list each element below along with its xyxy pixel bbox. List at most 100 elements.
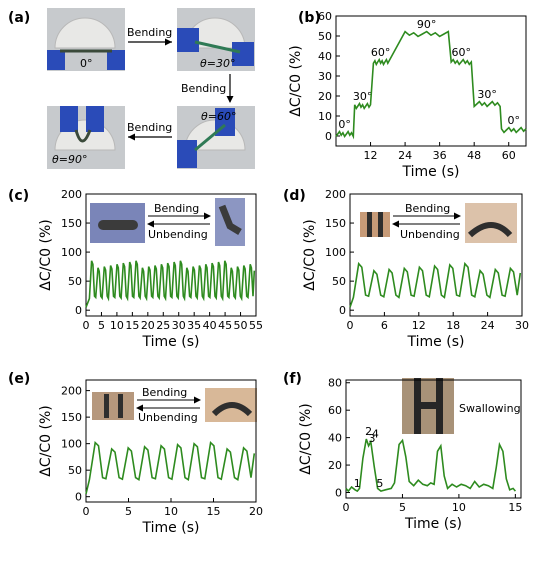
x-axis-label-e: Time (s) bbox=[142, 520, 200, 536]
chart-f: 0 5 10 15 0 20 40 60 80 Time (s) ΔC/C0 (%) 1 234 5 bbox=[298, 377, 522, 532]
series-line-d bbox=[349, 261, 522, 308]
x-tick-label-c: 5 bbox=[98, 319, 105, 332]
point-label-f: 4 bbox=[372, 428, 379, 441]
series-line-f bbox=[345, 438, 517, 493]
y-tick-label-e: 200 bbox=[61, 385, 82, 398]
x-tick-label-c: 35 bbox=[187, 319, 201, 332]
x-tick-label-d: 30 bbox=[515, 319, 529, 332]
arrow-label-unbending-c: Unbending bbox=[148, 228, 208, 241]
plot-frame-b bbox=[335, 15, 527, 147]
double-arrow-e: Bending Unbending bbox=[136, 386, 201, 424]
inset-label-swallowing: Swallowing bbox=[459, 402, 521, 415]
y-tick-label-d: 100 bbox=[325, 246, 346, 259]
x-tick-label-e: 10 bbox=[164, 505, 178, 518]
inset-d bbox=[360, 203, 517, 243]
x-tick-label-d: 0 bbox=[347, 319, 354, 332]
x-tick-label-c: 30 bbox=[172, 319, 186, 332]
chart-b: 12 24 36 48 60 0 10 20 30 40 50 60 Time (s) ΔC/C0 (%)… bbox=[288, 10, 527, 180]
arrow-label-bending-d: Bending bbox=[405, 202, 450, 215]
x-tick-label-d: 12 bbox=[412, 319, 426, 332]
point-label-f: 2 bbox=[365, 425, 372, 438]
point-label-f: 1 bbox=[354, 477, 361, 490]
y-tick-label-c: 150 bbox=[61, 217, 82, 230]
x-tick-label-d: 6 bbox=[381, 319, 388, 332]
arrow-label-unbending-d: Unbending bbox=[400, 228, 460, 241]
y-tick-label-d: 150 bbox=[325, 217, 346, 230]
x-tick-label-c: 45 bbox=[218, 319, 232, 332]
x-tick-label-e: 15 bbox=[207, 505, 221, 518]
photo-label-60deg: θ=60° bbox=[201, 110, 236, 123]
step-label-b: 30° bbox=[353, 90, 373, 103]
x-tick-label-c: 40 bbox=[203, 319, 217, 332]
y-tick-label-e: 50 bbox=[68, 464, 82, 477]
y-tick-label-b: 20 bbox=[318, 90, 332, 103]
x-tick-label-d: 24 bbox=[481, 319, 495, 332]
panel-label-b: (b) bbox=[298, 10, 321, 26]
arrow-a-down: Bending bbox=[181, 74, 234, 103]
y-tick-label-b: 30 bbox=[318, 70, 332, 83]
x-tick-label-d: 18 bbox=[446, 319, 460, 332]
step-label-b: 0° bbox=[508, 114, 521, 127]
photo-label-30deg: θ=30° bbox=[200, 57, 235, 70]
arrow-a-left: Bending bbox=[127, 121, 172, 141]
x-tick-label-c: 55 bbox=[249, 319, 263, 332]
inset-c bbox=[90, 198, 245, 246]
y-tick-label-f: 20 bbox=[328, 459, 342, 472]
arrow-label-unbending-e: Unbending bbox=[138, 411, 198, 424]
plot-frame-f bbox=[345, 379, 522, 499]
x-tick-label-c: 20 bbox=[141, 319, 155, 332]
y-tick-label-c: 200 bbox=[61, 188, 82, 201]
y-axis-label-e: ΔC/C0 (%) bbox=[38, 405, 54, 476]
x-tick-label-f: 10 bbox=[452, 501, 466, 514]
panel-label-c: (c) bbox=[8, 188, 29, 204]
photo-90deg: θ=90° bbox=[47, 106, 125, 169]
step-label-b: 30° bbox=[477, 88, 497, 101]
inset-e bbox=[92, 388, 257, 422]
y-tick-label-c: 50 bbox=[68, 275, 82, 288]
x-tick-label-c: 25 bbox=[156, 319, 170, 332]
x-tick-label-c: 10 bbox=[110, 319, 124, 332]
step-label-b: 0° bbox=[338, 118, 351, 131]
step-label-b: 60° bbox=[371, 46, 391, 59]
x-tick-label-e: 0 bbox=[83, 505, 90, 518]
y-tick-label-f: 40 bbox=[328, 432, 342, 445]
y-tick-label-e: 0 bbox=[75, 491, 82, 504]
y-tick-label-e: 150 bbox=[61, 411, 82, 424]
inset-f: Swallowing bbox=[402, 378, 521, 434]
plot-frame-d bbox=[349, 193, 523, 317]
point-label-f: 5 bbox=[376, 477, 383, 490]
y-tick-label-e: 100 bbox=[61, 438, 82, 451]
y-tick-label-f: 0 bbox=[335, 487, 342, 500]
x-tick-label-b: 60 bbox=[502, 149, 516, 162]
photo-30deg: θ=30° bbox=[177, 8, 255, 71]
x-tick-label-e: 5 bbox=[125, 505, 132, 518]
x-tick-label-c: 50 bbox=[234, 319, 248, 332]
y-tick-label-b: 60 bbox=[318, 10, 332, 23]
y-tick-label-d: 0 bbox=[339, 304, 346, 317]
series-line-e bbox=[85, 440, 256, 495]
plot-frame-c bbox=[85, 193, 257, 317]
x-tick-label-b: 24 bbox=[398, 149, 412, 162]
x-axis-label-b: Time (s) bbox=[402, 164, 460, 180]
y-tick-label-f: 60 bbox=[328, 404, 342, 417]
double-arrow-c: Bending Unbending bbox=[147, 202, 211, 241]
step-label-b: 90° bbox=[417, 18, 437, 31]
y-axis-label-d: ΔC/C0 (%) bbox=[302, 219, 318, 290]
panel-label-d: (d) bbox=[283, 188, 306, 204]
x-tick-label-f: 15 bbox=[508, 501, 522, 514]
x-tick-label-c: 15 bbox=[125, 319, 139, 332]
y-axis-label-b: ΔC/C0 (%) bbox=[288, 45, 304, 116]
y-tick-label-b: 0 bbox=[325, 130, 332, 143]
arrow-label-bending-c: Bending bbox=[154, 202, 199, 215]
photo-0deg: 0° bbox=[47, 8, 125, 71]
step-label-b: 60° bbox=[451, 46, 471, 59]
y-tick-label-f: 80 bbox=[328, 377, 342, 390]
x-tick-label-e: 20 bbox=[249, 505, 263, 518]
y-axis-label-f: ΔC/C0 (%) bbox=[298, 403, 314, 474]
x-tick-label-c: 0 bbox=[83, 319, 90, 332]
panel-label-f: (f) bbox=[283, 371, 302, 387]
x-axis-label-d: Time (s) bbox=[407, 334, 465, 350]
